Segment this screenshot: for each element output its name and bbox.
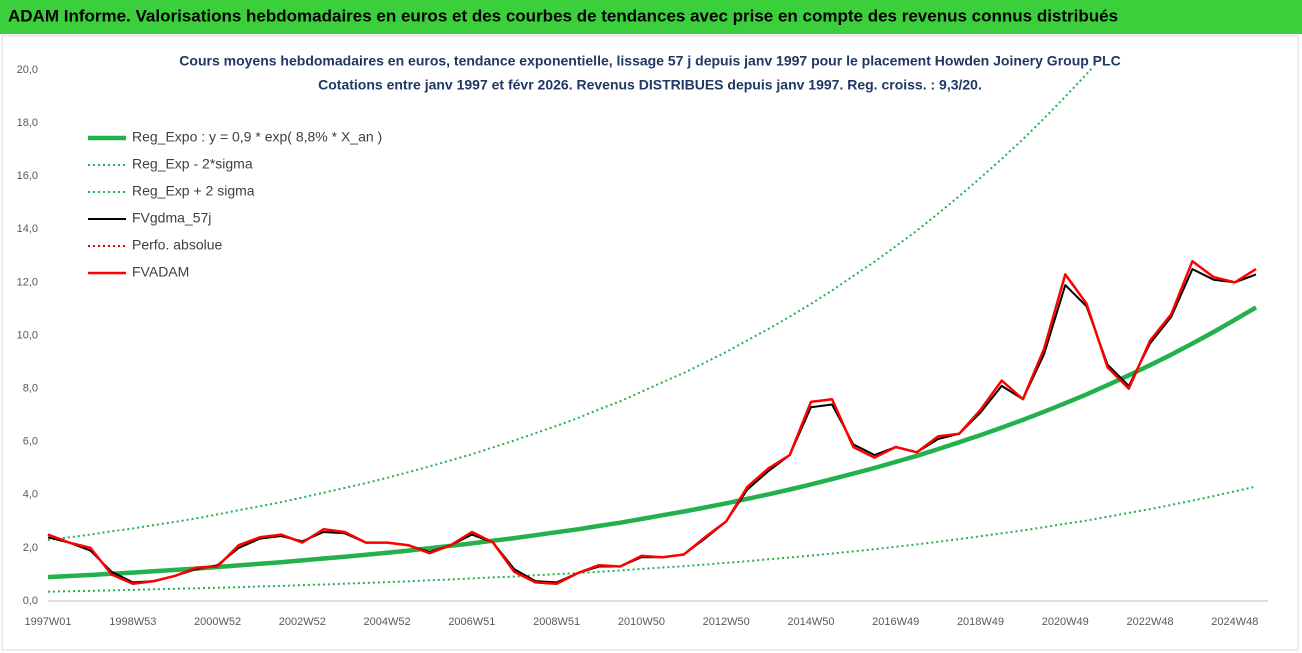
x-tick-label: 2018W49 [957,616,1004,628]
x-tick-label: 2024W48 [1211,616,1258,628]
legend-label: Reg_Expo : y = 0,9 * exp( 8,8% * X_an ) [132,129,382,145]
y-tick-label: 8,0 [23,383,38,395]
series-line [47,260,1257,585]
series-line [47,68,1094,541]
legend-label: Perfo. absolue [132,237,222,253]
y-tick-label: 12,0 [17,276,38,288]
y-tick-label: 2,0 [23,542,38,554]
legend-label: FVgdma_57j [132,210,211,226]
legend-label: Reg_Exp + 2 sigma [132,183,255,199]
legend-label: Reg_Exp - 2*sigma [132,156,253,172]
x-tick-label: 2008W51 [533,616,580,628]
header-title: ADAM Informe. Valorisations hebdomadaire… [8,6,1118,25]
series-line [47,485,1257,593]
y-tick-label: 0,0 [23,595,38,607]
x-tick-label: 2012W50 [703,616,750,628]
plot-area [47,68,1258,593]
x-tick-label: 1998W53 [109,616,156,628]
y-tick-label: 16,0 [17,170,38,182]
y-tick-label: 6,0 [23,436,38,448]
y-tick-label: 4,0 [23,489,38,501]
x-tick-label: 2002W52 [279,616,326,628]
y-tick-label: 14,0 [17,223,38,235]
legend-label: FVADAM [132,264,189,280]
header-band [0,0,1302,34]
y-tick-label: 20,0 [17,64,38,76]
x-tick-label: 2000W52 [194,616,241,628]
x-tick-label: 2014W50 [787,616,834,628]
y-tick-label: 18,0 [17,117,38,129]
series-line [47,305,1258,580]
y-tick-label: 10,0 [17,329,38,341]
chart-frame [1,35,1299,651]
x-tick-label: 1997W01 [24,616,71,628]
x-tick-label: 2004W52 [364,616,411,628]
x-tick-label: 2010W50 [618,616,665,628]
chart-subtitle: Cotations entre janv 1997 et févr 2026. … [318,77,982,93]
series-line [47,268,1257,584]
x-tick-label: 2016W49 [872,616,919,628]
series-line [47,259,1257,585]
x-tick-label: 2006W51 [448,616,495,628]
x-tick-label: 2020W49 [1042,616,1089,628]
x-tick-label: 2022W48 [1126,616,1173,628]
chart-subtitle: Cours moyens hebdomadaires en euros, ten… [179,53,1120,69]
